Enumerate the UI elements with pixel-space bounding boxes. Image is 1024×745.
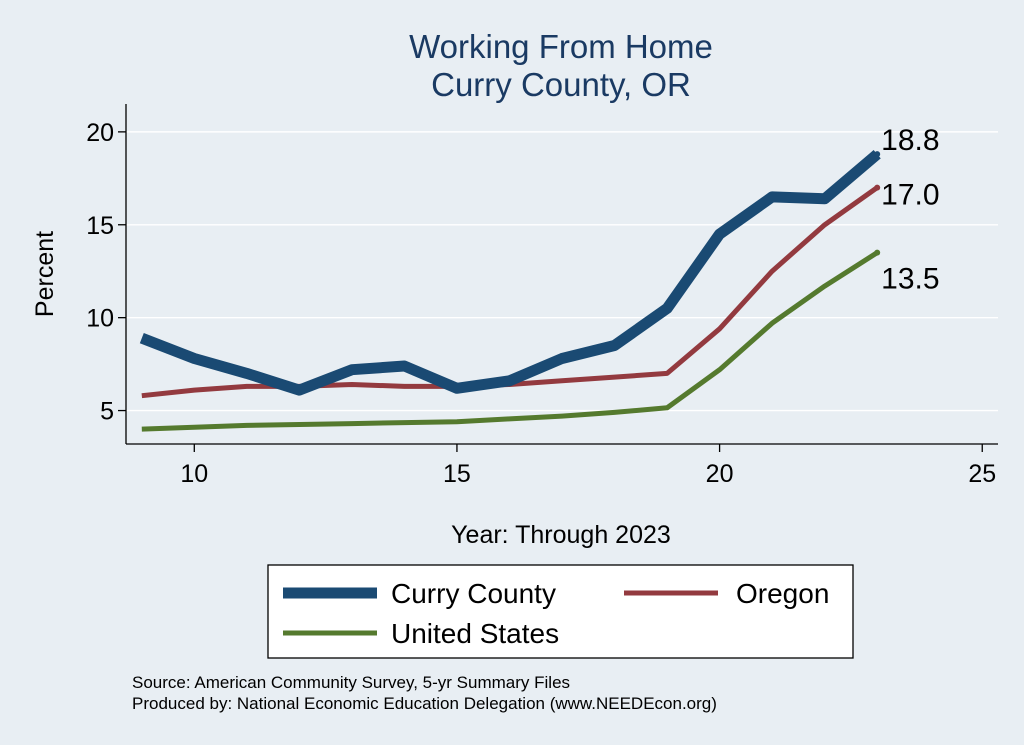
end-value-label-oregon: 17.0 — [881, 179, 939, 212]
legend-box — [267, 564, 854, 659]
plot-region — [126, 104, 998, 444]
series-group: 18.8 17.0 13.5 — [139, 124, 940, 432]
y-tick-label-20: 20 — [86, 119, 114, 147]
series-line-united-states — [141, 250, 879, 432]
producer-note: Produced by: National Economic Education… — [132, 694, 717, 713]
x-tick-label-20: 20 — [706, 460, 734, 488]
y-tick-label-10: 10 — [86, 305, 114, 333]
legend: Curry County Oregon United States — [267, 564, 854, 659]
legend-label-united-states: United States — [391, 618, 559, 649]
y-tick-label-15: 15 — [86, 212, 114, 240]
chart-title: Working From Home — [409, 28, 713, 65]
series-end-point-oregon — [874, 184, 881, 191]
source-note: Source: American Community Survey, 5-yr … — [132, 673, 570, 692]
x-tick-label-10: 10 — [180, 460, 208, 488]
end-value-label-curry-county: 18.8 — [881, 124, 939, 157]
axes: 5 10 15 20 10 15 20 25 — [86, 104, 998, 488]
legend-label-oregon: Oregon — [736, 578, 829, 609]
x-tick-label-15: 15 — [443, 460, 471, 488]
x-axis-label: Year: Through 2023 — [451, 521, 671, 549]
chart-subtitle: Curry County, OR — [431, 66, 691, 103]
y-tick-label-5: 5 — [100, 398, 114, 426]
series-line-curry-county — [139, 150, 881, 396]
series-end-point-curry-county — [874, 151, 881, 158]
series-end-point-united-states — [874, 249, 881, 256]
legend-label-curry-county: Curry County — [391, 578, 556, 609]
end-value-label-united-states: 13.5 — [881, 263, 939, 296]
grid — [126, 131, 998, 412]
x-tick-label-25: 25 — [968, 460, 996, 488]
y-axis-label: Percent — [31, 231, 59, 317]
